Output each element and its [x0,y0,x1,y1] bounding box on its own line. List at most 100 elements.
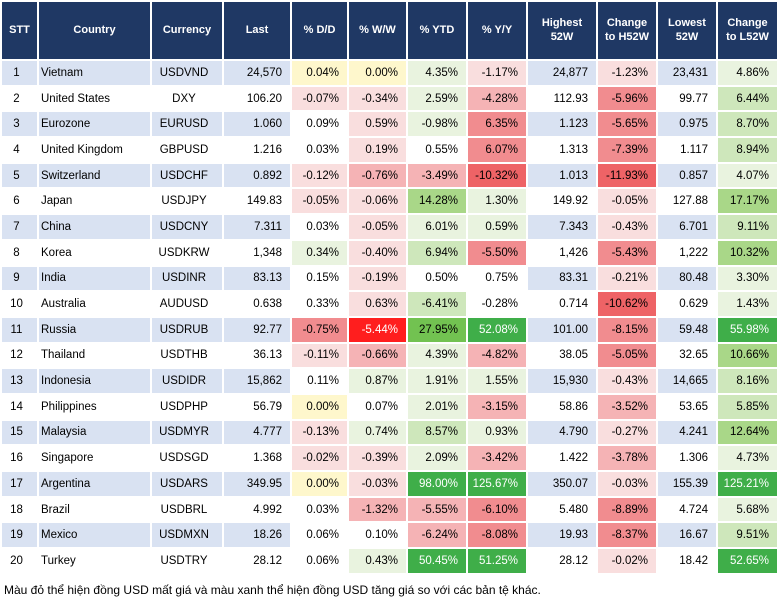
cell-currency: USDJPY [150,187,224,216]
cell-chg_l: 5.85% [716,392,777,421]
table-row: 11 Russia USDRUB 92.77 -0.75% -5.44% 27.95% 52.… [0,315,777,344]
cell-last: 28.12 [222,547,292,575]
cell-high: 1,426 [526,238,598,267]
cell-ww: -0.03% [347,470,408,498]
cell-high: 5.480 [526,495,598,524]
cell-country: United Kingdom [37,136,152,164]
cell-stt: 20 [0,547,39,575]
cell-high: 28.12 [526,547,598,575]
col-ytd: % YTD [406,0,468,61]
cell-yy: -0.28% [466,290,528,318]
col-change-to-l52w: Change to L52W [716,0,777,61]
cell-ytd: -5.55% [406,495,468,524]
cell-last: 149.83 [222,187,292,216]
cell-last: 56.79 [222,392,292,421]
table-row: 8 Korea USDKRW 1,348 0.34% -0.40% 6.94% -5.50% 1… [0,238,777,267]
cell-last: 36.13 [222,341,292,370]
cell-ww: -0.34% [347,84,408,113]
cell-chg_h: -0.02% [596,547,658,575]
cell-chg_h: -8.37% [596,521,658,550]
cell-dd: -0.75% [290,315,349,344]
cell-ytd: 0.50% [406,264,468,293]
cell-low: 6.701 [656,213,718,241]
cell-country: Turkey [37,547,152,575]
cell-country: Philippines [37,392,152,421]
cell-high: 19.93 [526,521,598,550]
table-row: 14 Philippines USDPHP 56.79 0.00% 0.07% 2.01% -… [0,392,777,421]
cell-high: 101.00 [526,315,598,344]
cell-yy: 0.75% [466,264,528,293]
cell-currency: USDINR [150,264,224,293]
cell-chg_h: -0.21% [596,264,658,293]
cell-country: Indonesia [37,367,152,395]
cell-currency: USDMXN [150,521,224,550]
col-country: Country [37,0,152,61]
col-lowest-52w: Lowest 52W [656,0,718,61]
cell-dd: 0.34% [290,238,349,267]
cell-high: 24,877 [526,59,598,87]
cell-stt: 5 [0,161,39,190]
cell-yy: -8.08% [466,521,528,550]
cell-ww: 0.87% [347,367,408,395]
cell-stt: 19 [0,521,39,550]
cell-currency: GBPUSD [150,136,224,164]
cell-ytd: 8.57% [406,418,468,447]
cell-stt: 12 [0,341,39,370]
cell-chg_h: -5.43% [596,238,658,267]
cell-last: 18.26 [222,521,292,550]
table-row: 4 United Kingdom GBPUSD 1.216 0.03% 0.19% 0.55… [0,136,777,164]
cell-ytd: 0.55% [406,136,468,164]
cell-chg_l: 9.51% [716,521,777,550]
col-last: Last [222,0,292,61]
cell-low: 14,665 [656,367,718,395]
cell-low: 23,431 [656,59,718,87]
cell-high: 0.714 [526,290,598,318]
cell-low: 0.857 [656,161,718,190]
cell-yy: 1.30% [466,187,528,216]
cell-yy: -4.28% [466,84,528,113]
cell-currency: USDTRY [150,547,224,575]
cell-yy: -5.50% [466,238,528,267]
cell-ww: -0.76% [347,161,408,190]
cell-ytd: 2.01% [406,392,468,421]
cell-stt: 11 [0,315,39,344]
cell-chg_l: 3.30% [716,264,777,293]
cell-low: 32.65 [656,341,718,370]
cell-high: 58.86 [526,392,598,421]
cell-low: 0.629 [656,290,718,318]
table-row: 19 Mexico USDMXN 18.26 0.06% 0.10% -6.24% -8.08… [0,521,777,550]
cell-chg_l: 17.17% [716,187,777,216]
cell-ww: 0.00% [347,59,408,87]
cell-chg_l: 125.21% [716,470,777,498]
cell-country: Singapore [37,444,152,472]
cell-chg_h: -8.15% [596,315,658,344]
cell-high: 1.313 [526,136,598,164]
cell-ytd: 1.91% [406,367,468,395]
cell-low: 0.975 [656,110,718,139]
cell-chg_l: 12.64% [716,418,777,447]
col-change-to-h52w: Change to H52W [596,0,658,61]
col-w-w: % W/W [347,0,408,61]
cell-ww: -0.06% [347,187,408,216]
cell-low: 16.67 [656,521,718,550]
cell-chg_h: -3.52% [596,392,658,421]
cell-yy: 6.35% [466,110,528,139]
table-row: 10 Australia AUDUSD 0.638 0.33% 0.63% -6.41% -0… [0,290,777,318]
cell-chg_h: -7.39% [596,136,658,164]
table-row: 7 China USDCNY 7.311 0.03% -0.05% 6.01% 0.59% 7.… [0,213,777,241]
cell-last: 349.95 [222,470,292,498]
cell-low: 4.724 [656,495,718,524]
table-row: 20 Turkey USDTRY 28.12 0.06% 0.43% 50.45% 51.25… [0,547,777,575]
cell-currency: USDCNY [150,213,224,241]
cell-chg_h: -1.23% [596,59,658,87]
cell-chg_h: -5.65% [596,110,658,139]
cell-country: Russia [37,315,152,344]
table-row: 12 Thailand USDTHB 36.13 -0.11% -0.66% 4.39% -4… [0,341,777,370]
cell-currency: USDSGD [150,444,224,472]
cell-stt: 18 [0,495,39,524]
footer-note: Màu đỏ thể hiện đồng USD mất giá và màu … [4,582,541,597]
cell-stt: 7 [0,213,39,241]
cell-currency: USDRUB [150,315,224,344]
cell-ww: -0.39% [347,444,408,472]
cell-stt: 17 [0,470,39,498]
